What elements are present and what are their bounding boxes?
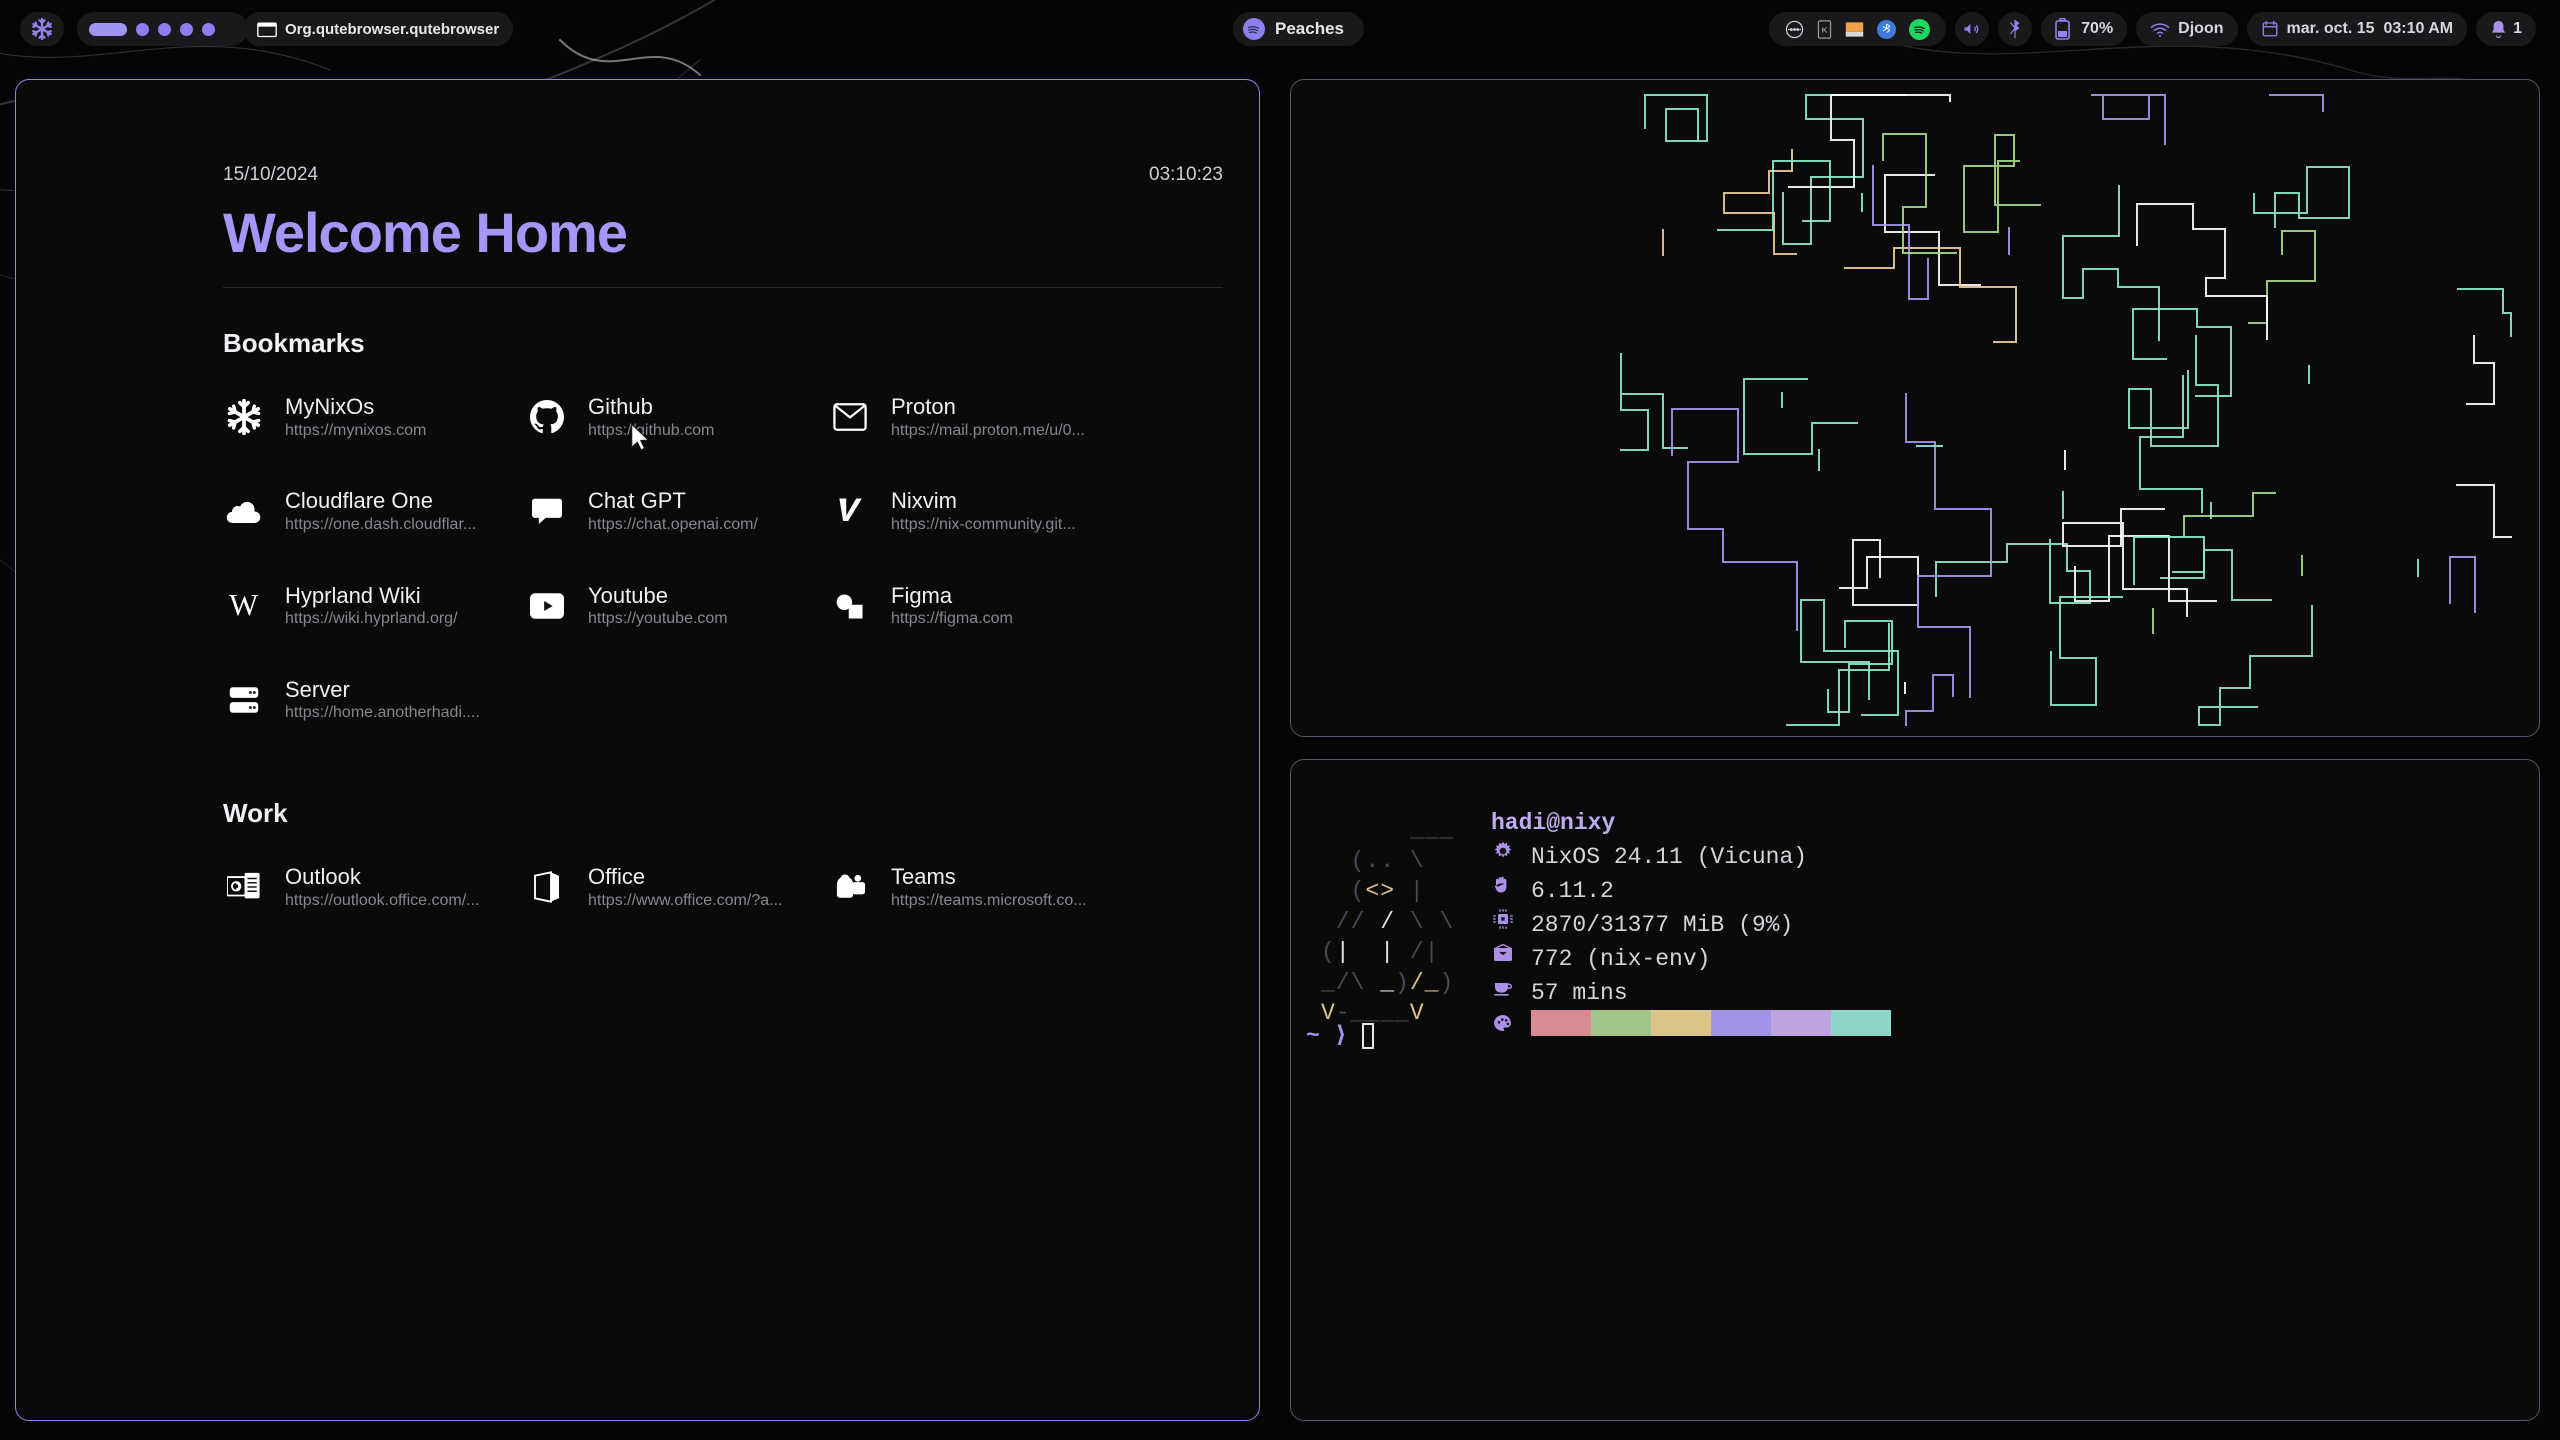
svg-text:W: W — [229, 590, 259, 622]
svg-text:K: K — [1822, 25, 1828, 34]
